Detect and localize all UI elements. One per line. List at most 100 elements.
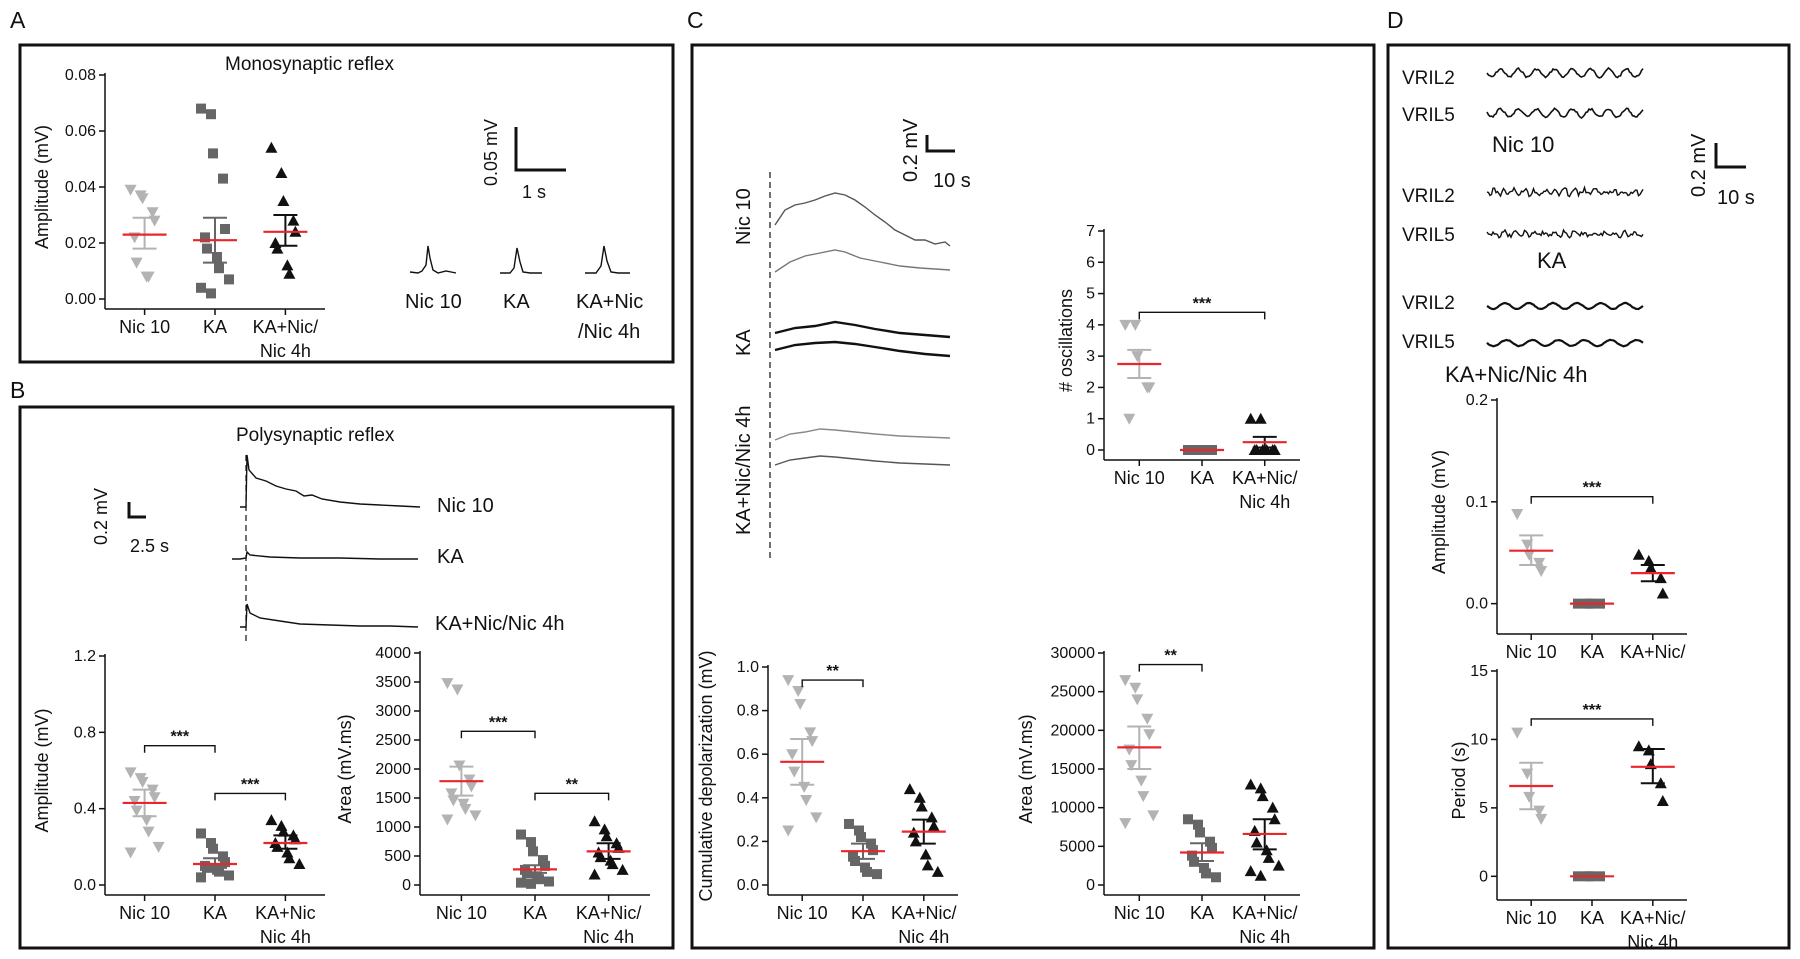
trace-group-nic10: Nic 10 [1492, 132, 1554, 157]
significance-bracket [1530, 496, 1654, 504]
significance-bracket [1530, 718, 1654, 726]
x-tick-label: KA [851, 903, 875, 923]
data-point [1205, 836, 1215, 847]
data-point [921, 859, 934, 871]
vr-trace [1486, 228, 1644, 239]
significance-bracket [460, 730, 536, 739]
data-point [265, 141, 278, 153]
x-tick-label: KA+Nic/ [1620, 642, 1686, 662]
x-tick-label: Nic 10 [436, 903, 487, 923]
series-0 [1117, 319, 1162, 425]
scalebar-h-label: 10 s [1717, 187, 1755, 209]
data-point [854, 825, 864, 836]
x-tick-label: KA [203, 903, 227, 923]
y-tick-label: 2 [1086, 379, 1095, 396]
scalebar-h-label: 10 s [933, 170, 971, 192]
x-tick-label: KA+Nic/ [1232, 903, 1298, 923]
y-tick-label: 0.0 [737, 877, 759, 894]
y-tick-label: 0.00 [65, 291, 96, 308]
panel-c-label-ka-nic: KA+Nic/Nic 4h [733, 406, 755, 536]
trace-group-ka: KA [1537, 248, 1567, 273]
chart-d-period: 0 5 10 15 Period (s) Nic 10 KA KA+Nic/Nic 4h *** [1449, 663, 1687, 952]
x-tick-label: Nic 10 [1506, 908, 1557, 928]
data-point [196, 282, 206, 293]
series-0 [122, 184, 167, 283]
y-tick-label: 3000 [375, 703, 411, 720]
data-point [451, 684, 464, 696]
significance-bracket [214, 792, 287, 801]
scalebar-shape [127, 502, 146, 519]
data-point [447, 795, 460, 807]
data-point [1119, 818, 1132, 830]
panel-a-label-nic10: Nic 10 [405, 291, 462, 313]
y-tick-label: 0.4 [74, 801, 96, 818]
data-point [1533, 557, 1546, 569]
x-tick-label: KA [203, 317, 227, 337]
data-point [275, 819, 288, 831]
y-tick-label: 0.2 [737, 833, 759, 850]
trace-ka [500, 247, 542, 274]
data-point [283, 267, 296, 279]
data-point [140, 815, 153, 827]
significance-label: *** [170, 729, 189, 746]
chart-a-amp: 0.00 0.02 0.04 0.06 0.08 Amplitude (mV) Nic 10… [32, 67, 325, 361]
data-point [277, 195, 290, 206]
data-point [804, 727, 817, 739]
data-point [588, 815, 601, 827]
data-point [1201, 868, 1211, 879]
y-tick-label: 0 [1479, 868, 1488, 885]
data-point [844, 818, 854, 829]
data-point [218, 851, 228, 862]
trace-ka-nic-b [774, 455, 951, 466]
y-tick-label: 1000 [375, 819, 411, 836]
scalebar-v-label: 0.2 mV [1688, 133, 1710, 197]
y-tick-label: 3 [1086, 348, 1095, 365]
x-tick-label: KA [1190, 903, 1214, 923]
trace-row-label-vril5-nic: VRIL5 [1402, 105, 1455, 126]
y-tick-label: 0 [1086, 877, 1095, 894]
y-axis-label: Amplitude (mV) [32, 125, 52, 249]
data-point [782, 675, 795, 687]
significance-label: *** [1193, 295, 1212, 312]
y-tick-label: 15000 [1051, 761, 1096, 778]
scalebar-shape [514, 127, 566, 172]
y-tick-label: 15 [1470, 663, 1488, 680]
data-point [1254, 782, 1267, 794]
chart-b-area: 0 500 1000 1500 2000 2500 3000 3500 4000 Area (mV… [335, 645, 650, 947]
series-1 [513, 829, 557, 889]
series-0 [1509, 727, 1554, 825]
y-tick-label: 0 [1086, 442, 1095, 459]
data-point [148, 792, 161, 804]
data-point [1193, 819, 1203, 830]
data-point [919, 848, 932, 860]
data-point [465, 781, 478, 793]
data-point [1119, 675, 1132, 687]
data-point [128, 796, 141, 808]
significance-label: *** [1583, 702, 1602, 719]
series-2 [1242, 412, 1287, 455]
data-point [927, 820, 940, 832]
data-point [206, 838, 216, 849]
x-tick-label: KA [1190, 468, 1214, 488]
data-point [1250, 836, 1263, 848]
panel-b-label-ka-nic: KA+Nic/Nic 4h [435, 613, 565, 635]
data-point [1244, 412, 1257, 424]
data-point [528, 846, 538, 857]
panel-a-traces [409, 245, 630, 274]
data-point [200, 232, 210, 243]
x-tick-label: Nic 4h [1239, 492, 1290, 512]
data-point [196, 872, 206, 883]
data-point [1125, 760, 1138, 772]
panel-c-frame [690, 43, 1376, 950]
significance-label: *** [241, 776, 260, 793]
data-point [810, 812, 823, 824]
significance-label: *** [489, 714, 508, 731]
x-tick-label: Nic 4h [260, 927, 311, 947]
x-tick-label: KA [1580, 908, 1604, 928]
data-point [1656, 587, 1669, 599]
trace-row-label-vril2-nic: VRIL2 [1402, 68, 1455, 89]
y-tick-label: 1.0 [737, 659, 759, 676]
data-point [788, 766, 801, 778]
trace-row-label-vril5-ka-nic: VRIL5 [1402, 332, 1455, 353]
trace-row-label-vril2-ka: VRIL2 [1402, 186, 1455, 207]
